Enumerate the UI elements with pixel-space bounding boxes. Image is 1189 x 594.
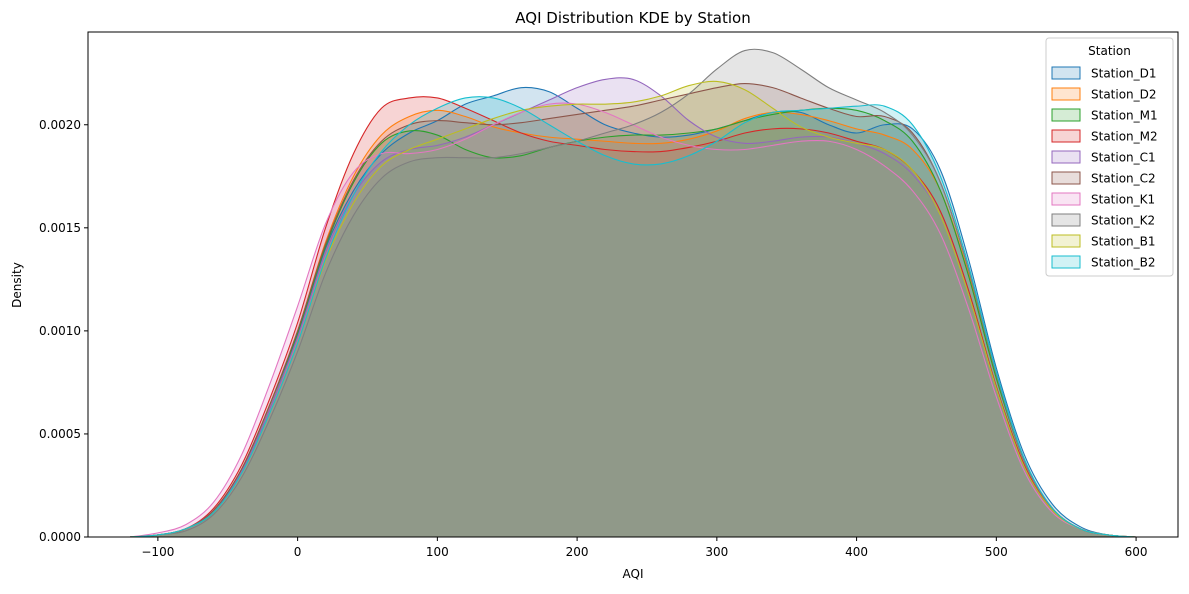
y-tick-label: 0.0000 <box>39 530 81 544</box>
legend: Station Station_D1Station_D2Station_M1St… <box>1045 37 1174 277</box>
density-area-station-m1 <box>129 108 1165 538</box>
density-area-station-b2 <box>129 96 1165 538</box>
legend-swatch <box>1051 150 1081 164</box>
density-area-station-k2 <box>129 49 1165 538</box>
legend-item: Station_D1 <box>1051 66 1157 81</box>
density-area-station-k1 <box>129 103 1165 538</box>
legend-box <box>1045 37 1174 277</box>
legend-label: Station_K2 <box>1091 214 1155 228</box>
legend-label: Station_C1 <box>1091 151 1156 165</box>
density-area-station-c2 <box>129 83 1165 537</box>
density-areas <box>129 49 1165 538</box>
legend-swatch <box>1051 192 1081 206</box>
legend-label: Station_B2 <box>1091 256 1156 270</box>
x-tick-label: 500 <box>985 545 1008 559</box>
y-tick-label: 0.0015 <box>39 221 81 235</box>
density-area-station-d2 <box>129 110 1165 537</box>
x-tick-label: 600 <box>1125 545 1148 559</box>
x-tick-label: 100 <box>426 545 449 559</box>
x-axis-label: AQI <box>623 567 644 581</box>
y-axis: 0.0000 0.0005 0.0010 0.0015 0.0020 <box>39 118 88 544</box>
density-line-station-k2 <box>129 48 1165 538</box>
legend-label: Station_B1 <box>1091 235 1156 249</box>
density-area-station-d1 <box>129 87 1165 537</box>
x-tick-label: 0 <box>294 545 302 559</box>
legend-item: Station_C2 <box>1051 171 1156 186</box>
legend-item: Station_K2 <box>1051 213 1155 228</box>
y-tick-label: 0.0020 <box>39 118 81 132</box>
x-tick-label: 200 <box>566 545 589 559</box>
y-tick-label: 0.0010 <box>39 324 81 338</box>
legend-item: Station_B1 <box>1051 234 1156 249</box>
legend-item: Station_B2 <box>1051 255 1156 270</box>
plot-frame <box>87 31 1179 538</box>
x-tick-label: −100 <box>141 545 174 559</box>
legend-swatch <box>1051 108 1081 122</box>
legend-swatch <box>1051 234 1081 248</box>
legend-label: Station_M2 <box>1091 130 1158 144</box>
legend-item: Station_K1 <box>1051 192 1155 207</box>
density-area-station-m2 <box>129 96 1165 538</box>
legend-label: Station_K1 <box>1091 193 1155 207</box>
density-line-station-b2 <box>129 96 1165 538</box>
x-axis: −100 0 100 200 300 400 500 600 <box>141 537 1148 559</box>
density-area-station-b1 <box>129 81 1165 537</box>
density-line-station-m2 <box>129 96 1165 538</box>
y-axis-label: Density <box>10 262 24 308</box>
legend-swatch <box>1051 255 1081 269</box>
legend-items: Station_D1 Station_D2 Station_M1 Station_M2… <box>1051 66 1158 270</box>
legend-swatch <box>1051 171 1081 185</box>
legend-title: Station <box>1088 44 1131 58</box>
density-lines <box>129 48 1165 538</box>
density-line-station-d1 <box>129 86 1165 538</box>
legend-item: Station_M2 <box>1051 129 1158 144</box>
legend-label: Station_C2 <box>1091 172 1156 186</box>
legend-swatch <box>1051 129 1081 143</box>
legend-item: Station_C1 <box>1051 150 1156 165</box>
density-area-station-c1 <box>129 77 1165 537</box>
legend-swatch <box>1051 66 1081 80</box>
legend-label: Station_D1 <box>1091 67 1157 81</box>
legend-item: Station_M1 <box>1051 108 1158 123</box>
legend-label: Station_M1 <box>1091 109 1158 123</box>
legend-swatch <box>1051 213 1081 227</box>
chart-title: AQI Distribution KDE by Station <box>515 9 750 27</box>
legend-item: Station_D2 <box>1051 87 1157 102</box>
y-tick-label: 0.0005 <box>39 427 81 441</box>
x-tick-label: 400 <box>845 545 868 559</box>
x-tick-label: 300 <box>705 545 728 559</box>
density-line-station-k1 <box>129 102 1165 538</box>
legend-label: Station_D2 <box>1091 88 1157 102</box>
legend-swatch <box>1051 87 1081 101</box>
density-line-station-m1 <box>129 107 1165 538</box>
